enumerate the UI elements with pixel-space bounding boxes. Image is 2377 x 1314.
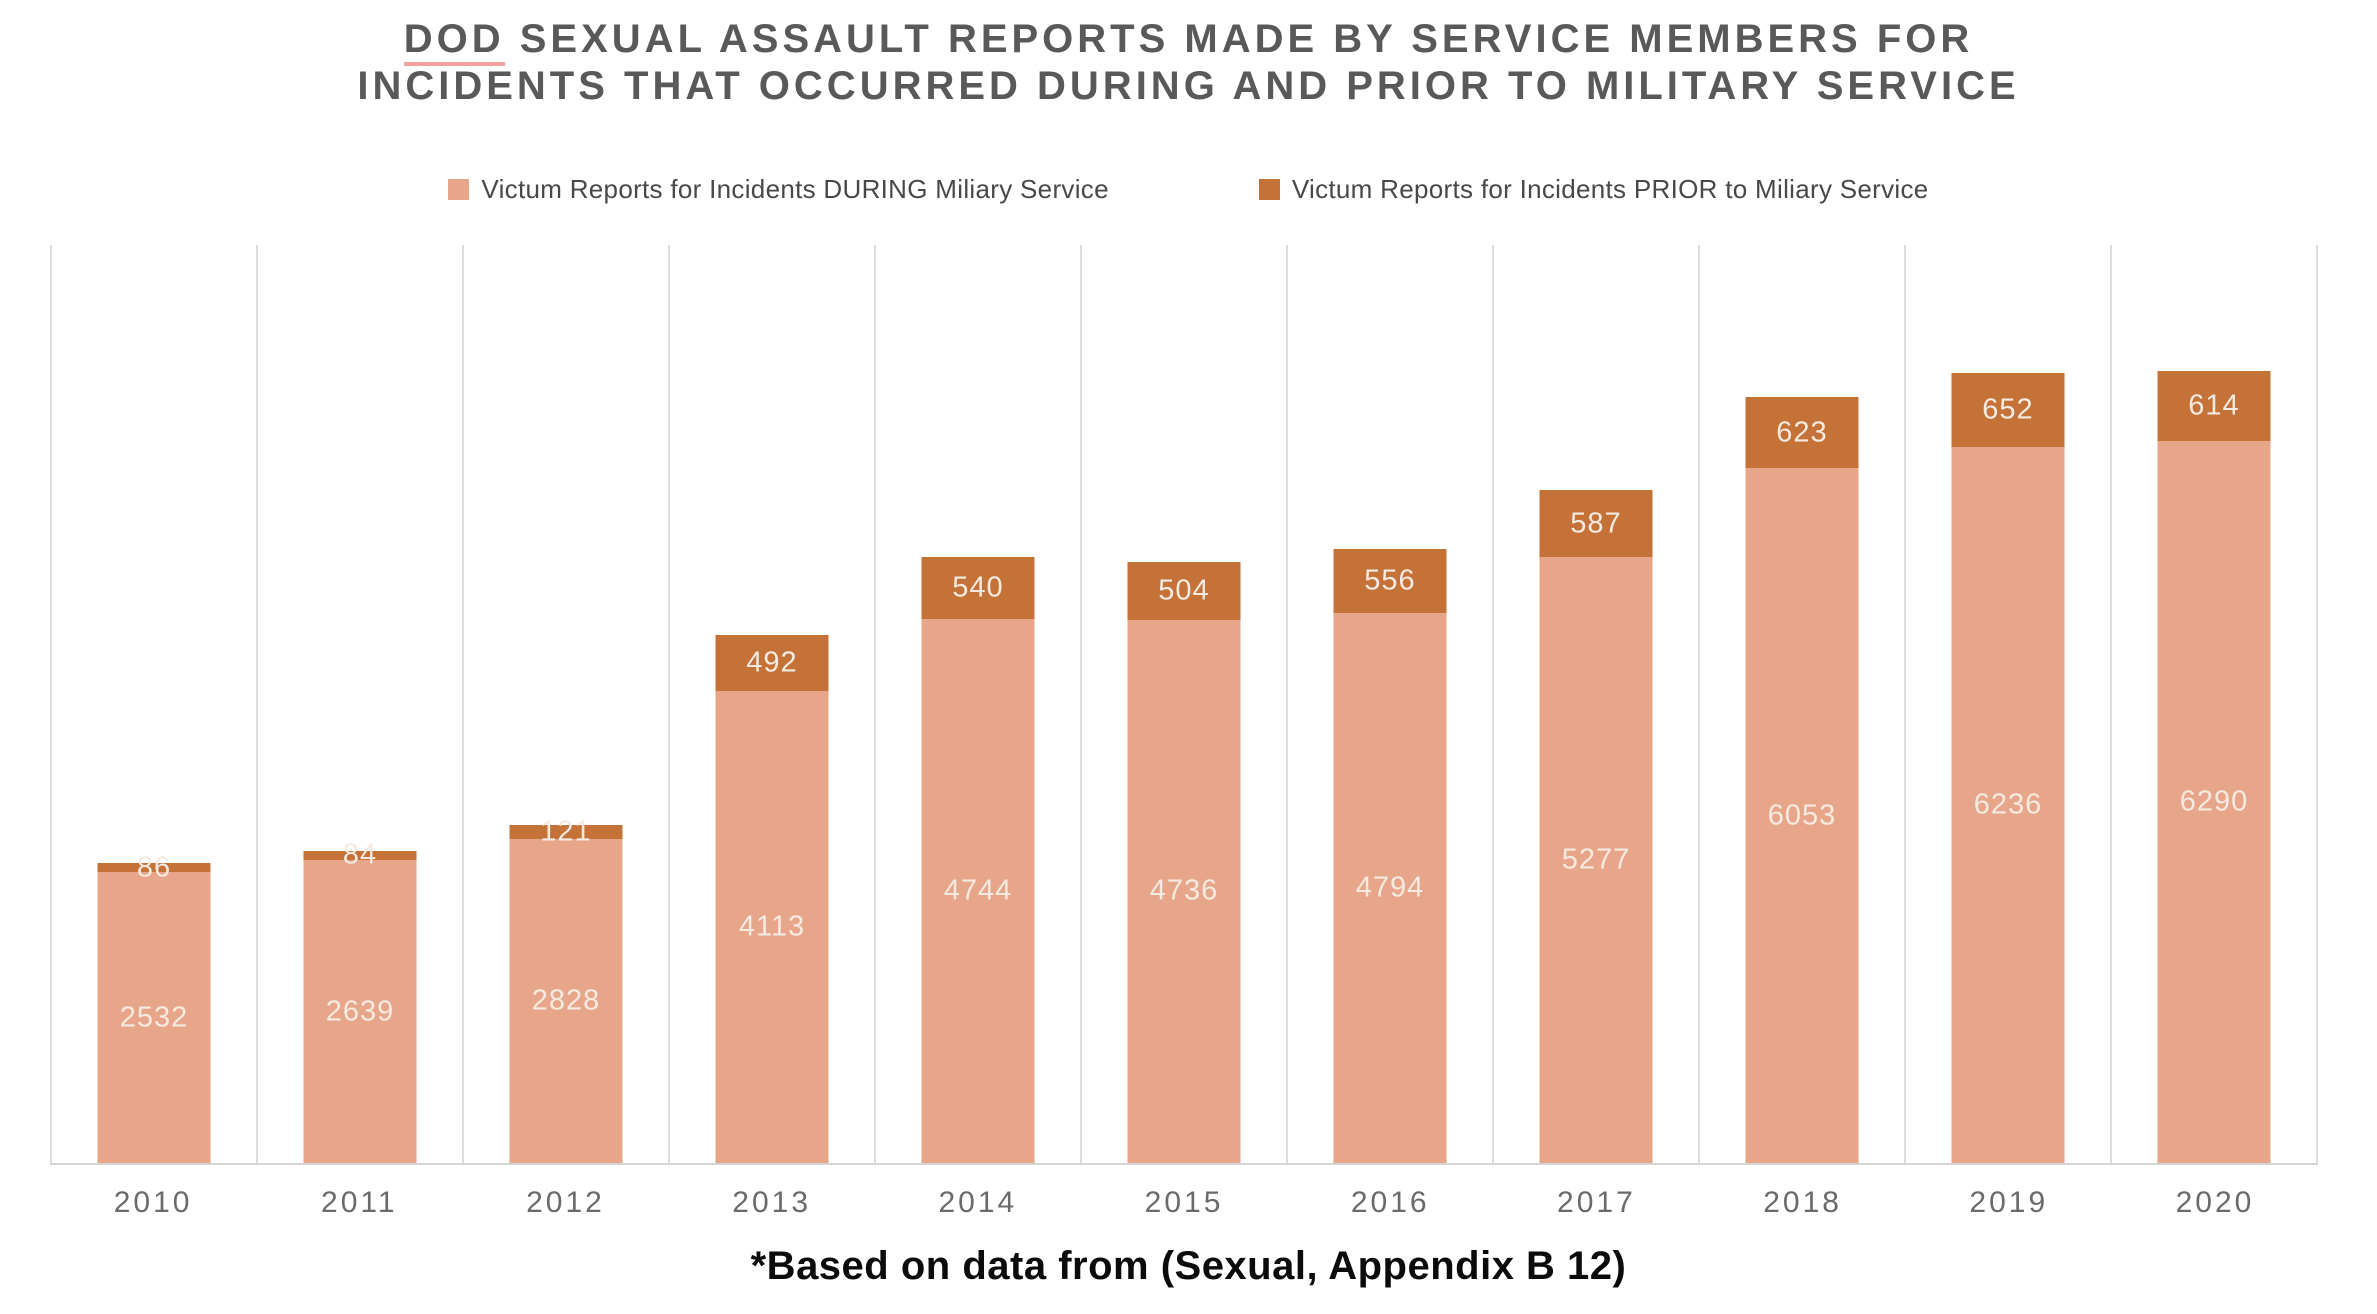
legend-label-during: Victum Reports for Incidents DURING Mili… bbox=[481, 174, 1109, 204]
bar-value-prior: 652 bbox=[1982, 393, 2034, 426]
legend-label-prior: Victum Reports for Incidents PRIOR to Mi… bbox=[1291, 174, 1929, 204]
bar-segment-prior: 614 bbox=[2157, 370, 2271, 442]
x-axis-label: 2011 bbox=[321, 1186, 398, 1219]
stacked-bar: 492 4113 bbox=[715, 634, 829, 1163]
bar-segment-during: 5277 bbox=[1539, 557, 1653, 1163]
bar-value-prior: 540 bbox=[952, 571, 1004, 604]
dod-underlined-word: DOD bbox=[403, 17, 505, 66]
bar-segment-during: 4736 bbox=[1127, 619, 1241, 1163]
x-axis-labels: 2010 2011 2012 2013 2014 2015 2016 2017 2018 2019… bbox=[50, 1186, 2318, 1220]
bar-segment-during: 4113 bbox=[715, 691, 829, 1163]
bar-value-prior: 587 bbox=[1570, 507, 1622, 540]
x-axis-label: 2017 bbox=[1557, 1186, 1636, 1219]
legend: Victum Reports for Incidents DURING Mili… bbox=[0, 174, 2377, 205]
x-axis-label: 2010 bbox=[113, 1186, 193, 1219]
bar-value-prior: 556 bbox=[1364, 564, 1416, 597]
x-axis-label: 2020 bbox=[2175, 1186, 2255, 1219]
bar-segment-during: 2639 bbox=[303, 860, 417, 1163]
bar-value-during: 2532 bbox=[119, 1001, 189, 1034]
bar-value-during: 6236 bbox=[1973, 788, 2043, 821]
chart-column: 492 4113 bbox=[668, 245, 874, 1163]
bar-value-during: 4113 bbox=[738, 910, 806, 943]
legend-swatch-prior-icon bbox=[1258, 179, 1280, 200]
x-axis-label: 2019 bbox=[1969, 1186, 2049, 1219]
x-axis-label: 2015 bbox=[1144, 1186, 1224, 1219]
bar-value-during: 5277 bbox=[1561, 843, 1631, 876]
stacked-bar: 84 2639 bbox=[303, 839, 417, 1163]
bar-segment-during: 6236 bbox=[1951, 447, 2065, 1163]
x-axis-label: 2018 bbox=[1763, 1186, 1842, 1219]
bar-segment-prior: 556 bbox=[1333, 549, 1447, 613]
stacked-bar: 587 5277 bbox=[1539, 490, 1653, 1163]
stacked-bar: 504 4736 bbox=[1127, 561, 1241, 1163]
chart-column: 504 4736 bbox=[1080, 245, 1286, 1163]
title-line-2: INCIDENTS THAT OCCURRED DURING AND PRIOR… bbox=[357, 64, 2020, 108]
stacked-bar: 652 6236 bbox=[1951, 372, 2065, 1163]
stacked-bar: 540 4744 bbox=[921, 556, 1035, 1163]
bar-segment-prior: 623 bbox=[1745, 396, 1859, 469]
bar-segment-prior: 652 bbox=[1951, 372, 2065, 448]
chart-column: 587 5277 bbox=[1492, 245, 1698, 1163]
title-line-1: DOD SEXUAL ASSAULT REPORTS MADE BY SERVI… bbox=[0, 16, 2377, 66]
chart-column: 84 2639 bbox=[256, 245, 462, 1163]
chart-column: 614 6290 bbox=[2110, 245, 2316, 1163]
bar-segment-prior: 86 bbox=[97, 851, 211, 883]
bar-value-during: 2828 bbox=[531, 984, 601, 1017]
bar-segment-prior: 121 bbox=[509, 815, 623, 847]
footnote: *Based on data from (Sexual, Appendix B … bbox=[750, 1244, 1627, 1288]
bar-value-prior: 504 bbox=[1158, 574, 1210, 607]
bar-segment-prior: 492 bbox=[715, 634, 829, 692]
bar-segment-during: 2828 bbox=[509, 838, 623, 1163]
bar-segment-during: 2532 bbox=[97, 872, 211, 1163]
bar-value-during: 6053 bbox=[1767, 799, 1837, 832]
x-axis-label: 2016 bbox=[1350, 1186, 1430, 1219]
chart-column: 652 6236 bbox=[1904, 245, 2110, 1163]
legend-item-during: Victum Reports for Incidents DURING Mili… bbox=[448, 174, 1109, 205]
bar-segment-prior: 587 bbox=[1539, 490, 1653, 558]
chart-title: DOD SEXUAL ASSAULT REPORTS MADE BY SERVI… bbox=[0, 16, 2377, 110]
title-line-1-rest: SEXUAL ASSAULT REPORTS MADE BY SERVICE M… bbox=[504, 17, 1974, 61]
stacked-bar: 623 6053 bbox=[1745, 396, 1859, 1163]
bar-segment-during: 4744 bbox=[921, 618, 1035, 1163]
bar-segment-prior: 540 bbox=[921, 556, 1035, 619]
bar-value-during: 4794 bbox=[1355, 871, 1425, 904]
bar-value-prior: 121 bbox=[540, 815, 592, 848]
bar-segment-prior: 84 bbox=[303, 839, 417, 871]
bar-segment-prior: 504 bbox=[1127, 561, 1241, 620]
x-axis-label: 2013 bbox=[732, 1186, 812, 1219]
chart-column: 86 2532 bbox=[50, 245, 256, 1163]
bar-segment-during: 6053 bbox=[1745, 468, 1859, 1163]
bar-value-during: 4744 bbox=[943, 874, 1013, 907]
bar-value-prior: 86 bbox=[136, 851, 172, 884]
bar-value-prior: 623 bbox=[1776, 416, 1828, 449]
legend-item-prior: Victum Reports for Incidents PRIOR to Mi… bbox=[1258, 174, 1929, 205]
bar-value-during: 6290 bbox=[2179, 785, 2249, 818]
legend-swatch-during-icon bbox=[448, 179, 470, 200]
x-axis-label: 2012 bbox=[526, 1186, 605, 1219]
chart-column: 623 6053 bbox=[1698, 245, 1904, 1163]
stacked-bar: 121 2828 bbox=[509, 815, 623, 1163]
bar-segment-during: 4794 bbox=[1333, 612, 1447, 1163]
stacked-bar: 556 4794 bbox=[1333, 549, 1447, 1163]
bar-value-during: 2639 bbox=[325, 995, 395, 1028]
stacked-bar: 86 2532 bbox=[97, 851, 211, 1163]
bar-segment-during: 6290 bbox=[2157, 441, 2271, 1163]
x-axis-label: 2014 bbox=[938, 1186, 1018, 1219]
chart-column: 121 2828 bbox=[462, 245, 668, 1163]
plot-area: 86 2532 84 2639 121 2828 492 4113 540 4744 504 4736… bbox=[50, 245, 2318, 1165]
chart-column: 540 4744 bbox=[874, 245, 1080, 1163]
chart-column: 556 4794 bbox=[1286, 245, 1492, 1163]
bar-value-prior: 492 bbox=[746, 646, 798, 679]
bar-value-prior: 614 bbox=[2188, 389, 2240, 422]
bar-value-prior: 84 bbox=[342, 838, 378, 871]
bar-value-during: 4736 bbox=[1149, 874, 1219, 907]
stacked-bar: 614 6290 bbox=[2157, 370, 2271, 1163]
